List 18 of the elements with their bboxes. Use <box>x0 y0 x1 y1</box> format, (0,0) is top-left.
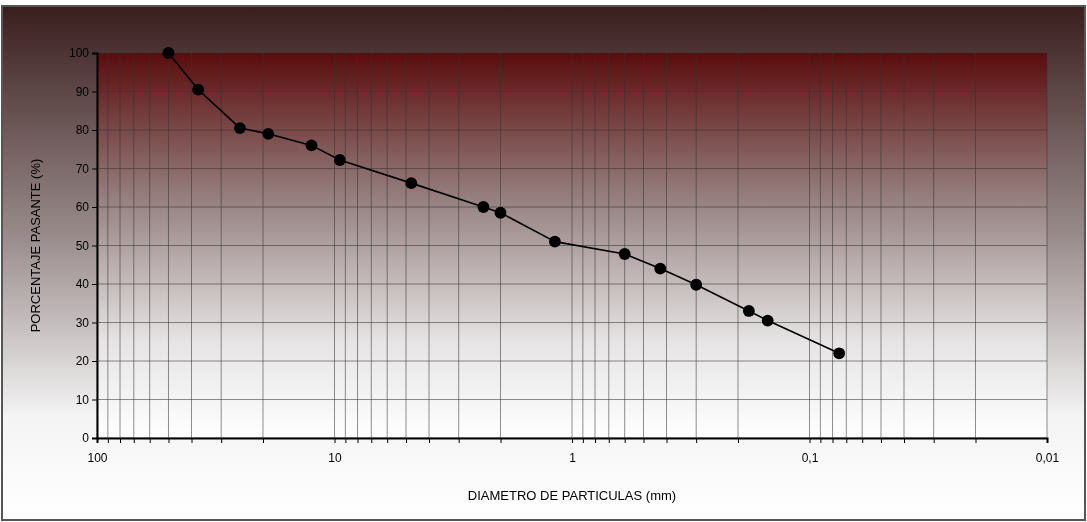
x-tick-label: 0,01 <box>1035 450 1060 465</box>
y-tick-label: 10 <box>75 392 90 407</box>
y-tick-label: 0 <box>82 431 90 446</box>
y-tick-label: 70 <box>75 161 90 176</box>
x-tick-label: 1 <box>569 450 577 465</box>
y-axis-title: PORCENTAJE PASANTE (%) <box>28 158 43 333</box>
y-tick-label: 50 <box>75 238 90 253</box>
y-tick-label: 30 <box>75 315 90 330</box>
y-tick-label: 90 <box>75 84 90 99</box>
y-tick-label: 60 <box>75 200 90 215</box>
y-tick-label: 40 <box>75 277 90 292</box>
x-tick-label: 10 <box>328 450 342 465</box>
y-tick-label: 80 <box>75 123 90 138</box>
x-axis-title: DIAMETRO DE PARTICULAS (mm) <box>467 488 677 503</box>
y-tick-label: 20 <box>75 354 90 369</box>
x-tick-label: 0,1 <box>801 450 819 465</box>
x-tick-label: 100 <box>87 450 108 465</box>
y-tick-label: 100 <box>68 46 90 61</box>
